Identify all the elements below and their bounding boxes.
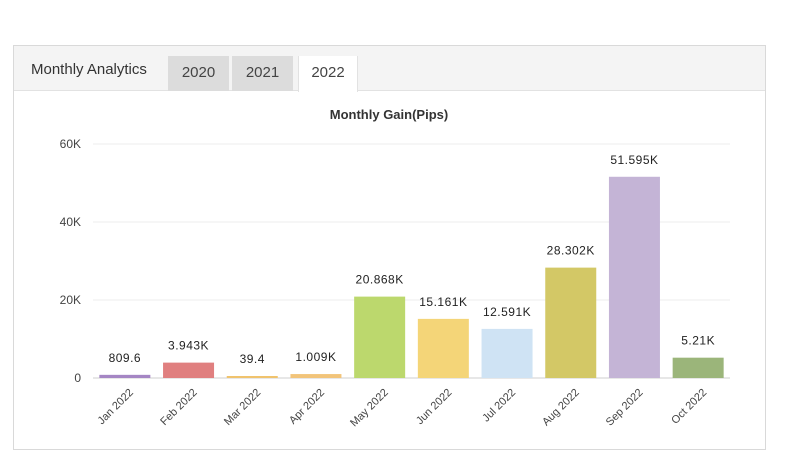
widget-title: Monthly Analytics [31,61,147,78]
data-label: 28.302K [547,244,595,258]
data-label: 12.591K [483,305,531,319]
x-tick-label: Jan 2022 [95,387,135,427]
bar [672,357,724,378]
x-tick-label: May 2022 [348,387,391,430]
bar [608,176,660,378]
data-label: 39.4 [240,352,265,366]
y-tick-label: 20K [60,293,81,307]
tab-bar: Monthly Analytics 2020 2021 2022 [14,46,765,92]
x-tick-label: Mar 2022 [222,387,263,428]
y-tick-label: 0 [74,371,81,385]
data-label: 15.161K [419,295,467,309]
x-tick-label: Sep 2022 [604,387,646,429]
y-tick-label: 40K [60,215,81,229]
tab-2021[interactable]: 2021 [232,56,293,91]
bar [290,374,342,378]
data-label: 809.6 [109,351,142,365]
bar [545,267,597,378]
bar [163,362,215,378]
bar [417,318,469,378]
x-tick-label: Feb 2022 [158,387,199,428]
tab-2020[interactable]: 2020 [168,56,229,91]
data-label: 1.009K [295,350,336,364]
x-tick-label: Oct 2022 [669,387,709,427]
y-tick-label: 60K [60,137,81,151]
x-tick-label: Jul 2022 [480,387,518,425]
tab-2022[interactable]: 2022 [298,56,358,92]
data-label: 51.595K [610,153,658,167]
chart-title: Monthly Gain(Pips) [330,107,448,122]
bar [354,296,406,378]
bar [481,328,533,378]
data-label: 20.868K [356,273,404,287]
bar [99,374,151,378]
bar [226,376,278,378]
data-label: 3.943K [168,339,209,353]
data-label: 5.21K [681,334,715,348]
x-tick-label: Apr 2022 [287,387,327,427]
x-tick-label: Aug 2022 [540,387,582,429]
x-tick-label: Jun 2022 [414,387,454,427]
